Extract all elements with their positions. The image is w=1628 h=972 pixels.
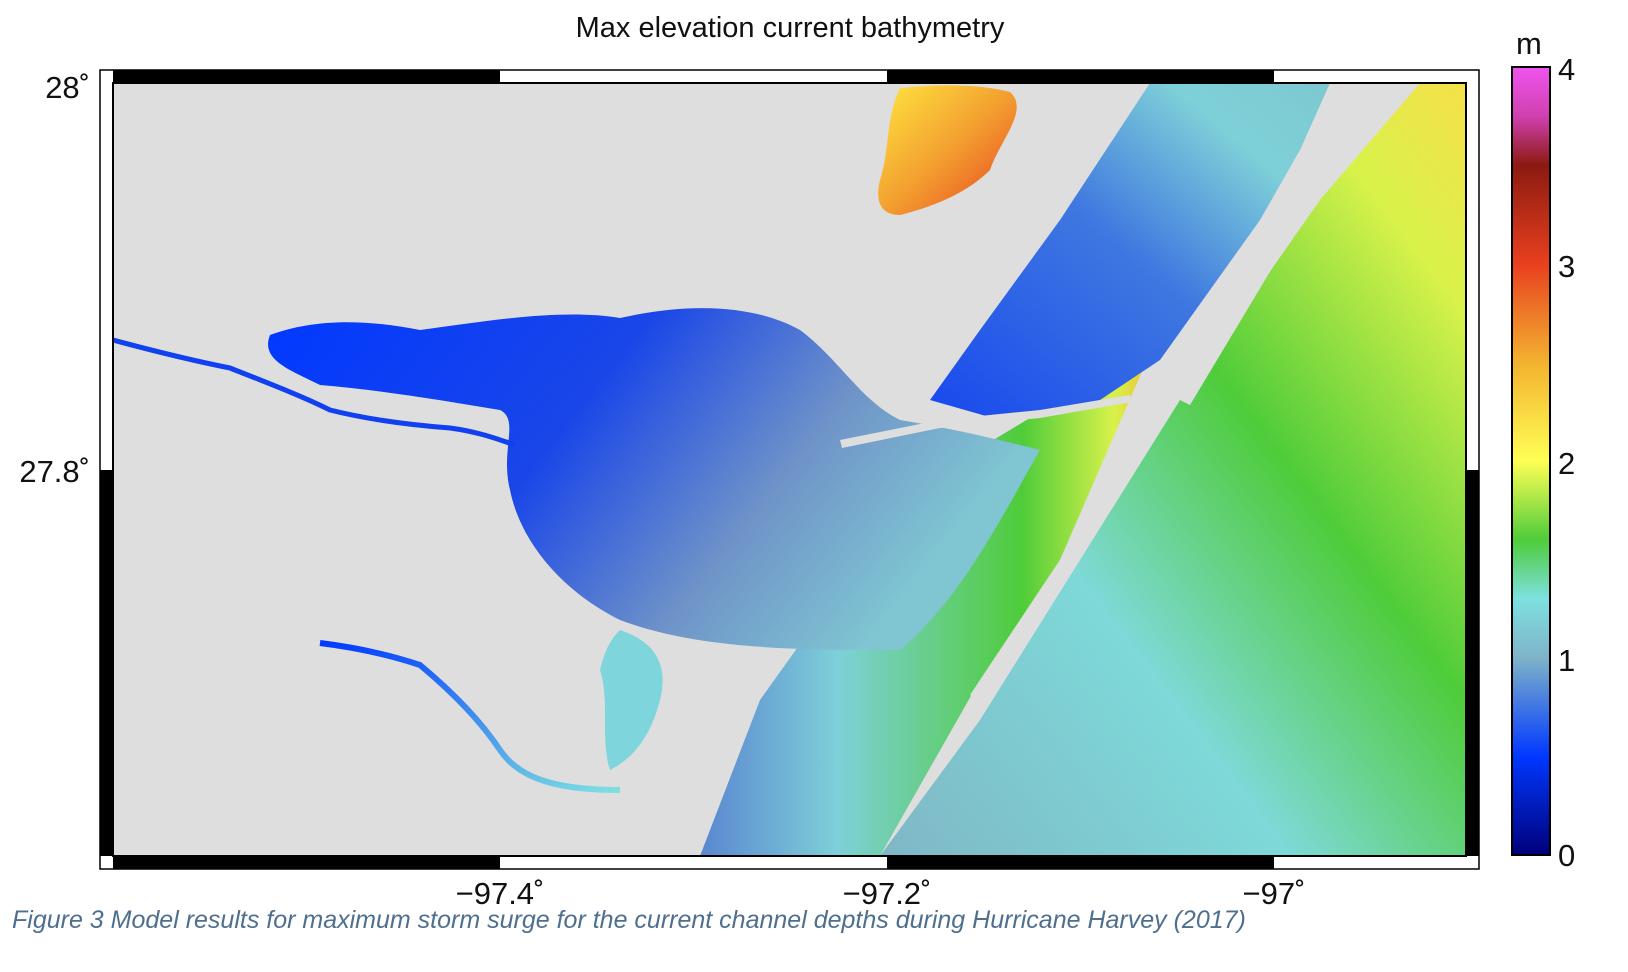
colorbar	[1511, 66, 1551, 856]
colorbar-tick-3: 3	[1558, 249, 1576, 284]
colorbar-tick-2: 2	[1558, 446, 1576, 481]
lat-label-28: 28˚	[45, 70, 90, 105]
figure-caption: Figure 3 Model results for maximum storm…	[12, 906, 1246, 934]
lat-label-27-8: 27.8˚	[19, 454, 90, 489]
colorbar-tick-1: 1	[1558, 643, 1576, 678]
map-field	[113, 83, 1466, 856]
mustang-island	[1180, 200, 1310, 405]
bottom-band-1	[113, 856, 500, 869]
map-frame	[112, 82, 1467, 857]
nueces-river	[113, 337, 516, 448]
offshore-gulf	[880, 83, 1466, 856]
colorbar-tick-4: 4	[1558, 52, 1576, 87]
padre-island	[970, 390, 1170, 700]
figure-title: Max elevation current bathymetry	[575, 12, 1005, 44]
colorbar-tick-0: 0	[1558, 838, 1576, 873]
upper-bay	[930, 83, 1330, 420]
colorbar-unit: m	[1516, 26, 1542, 61]
top-band-2	[887, 70, 1274, 83]
oso-creek	[319, 640, 621, 793]
left-band	[100, 470, 113, 856]
causeway	[840, 395, 1132, 448]
lon-label-97-2: −97.2˚	[842, 876, 932, 911]
bottom-band-2	[887, 856, 1274, 869]
outer-frame	[99, 69, 1480, 870]
corpus-christi-bay	[268, 308, 1041, 650]
top-band-1	[113, 70, 500, 83]
lon-label-97-4: −97.4˚	[455, 876, 545, 911]
oso-bay	[600, 630, 663, 770]
nueces-upper-bay	[878, 85, 1017, 215]
right-band	[1466, 470, 1479, 856]
lon-label-97: −97˚	[1242, 876, 1306, 911]
